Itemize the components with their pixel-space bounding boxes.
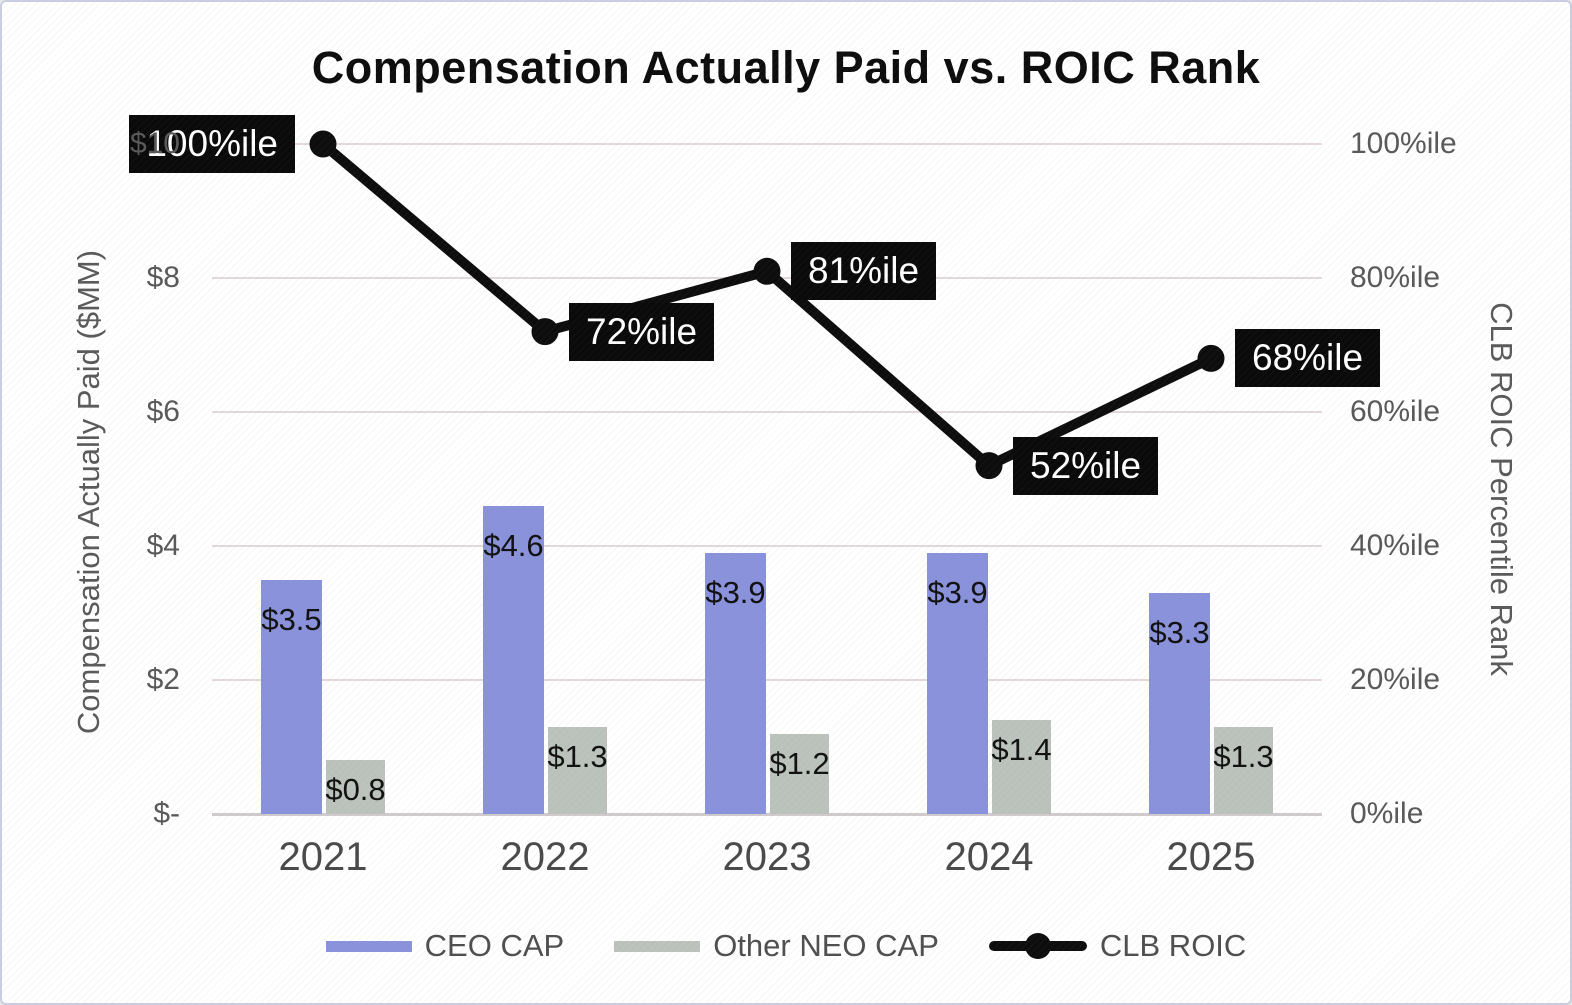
y-tick-label-left: $4: [146, 529, 180, 562]
legend-label: CLB ROIC: [1099, 928, 1247, 963]
bar-other-neo-cap: [770, 733, 829, 814]
x-category-label: 2023: [722, 835, 812, 879]
y-tick-label-left: $6: [146, 395, 180, 428]
roic-marker: [975, 452, 1003, 480]
y-tick-label-left: $2: [146, 663, 180, 696]
gridline: [212, 679, 1322, 681]
legend-label: Other NEO CAP: [713, 928, 939, 963]
y-tick-label-right: 20%ile: [1350, 663, 1441, 696]
x-category-label: 2025: [1166, 835, 1256, 879]
bar-ceo-cap: [483, 505, 544, 814]
x-category-label: 2021: [278, 835, 368, 879]
right-axis-title: CLB ROIC Percentile Rank: [1484, 302, 1519, 676]
roic-marker: [1197, 344, 1225, 372]
bar-value-label: $1.4: [991, 732, 1052, 768]
legend: CEO CAP Other NEO CAP CLB ROIC: [2, 920, 1570, 972]
y-tick-label-right: 80%ile: [1350, 261, 1441, 294]
bar-value-label: $3.3: [1149, 614, 1210, 650]
x-category-label: 2024: [944, 835, 1034, 879]
bar-other-neo-cap: [992, 720, 1051, 814]
gridline: [212, 143, 1322, 145]
bar-ceo-cap: [927, 552, 988, 814]
legend-swatch-other-neo-cap: [614, 940, 701, 952]
y-tick-label-left: $10: [129, 127, 180, 160]
roic-marker: [309, 130, 337, 158]
bar-value-label: $3.9: [705, 574, 766, 610]
bar-value-label: $1.3: [1213, 738, 1274, 774]
bar-ceo-cap: [261, 579, 322, 814]
bar-ceo-cap: [1149, 592, 1210, 814]
legend-marker-icon: [1024, 933, 1051, 959]
bar-value-label: $0.8: [325, 772, 386, 808]
y-tick-label-left: $8: [146, 261, 180, 294]
legend-swatch-clb-roic: [988, 932, 1087, 960]
bar-value-label: $3.9: [927, 574, 988, 610]
bar-value-label: $3.5: [261, 601, 322, 637]
chart-title: Compensation Actually Paid vs. ROIC Rank: [311, 42, 1261, 93]
legend-label: CEO CAP: [424, 928, 565, 963]
bar-value-label: $4.6: [483, 527, 544, 563]
left-axis-title: Compensation Actually Paid ($MM): [71, 249, 106, 735]
x-category-label: 2022: [500, 835, 590, 879]
roic-line: [318, 139, 1216, 471]
legend-item-other-neo-cap: Other NEO CAP: [614, 928, 939, 964]
gridline: [212, 411, 1322, 413]
y-tick-label-right: 100%ile: [1350, 127, 1457, 160]
legend-item-ceo-cap: CEO CAP: [325, 928, 565, 964]
roic-data-label: 72%ile: [569, 302, 715, 361]
bar-value-label: $1.2: [769, 745, 830, 781]
roic-marker: [531, 318, 559, 346]
roic-marker: [753, 257, 781, 285]
roic-data-label: 100%ile: [129, 115, 295, 173]
bar-value-label: $1.3: [547, 738, 608, 774]
bar-other-neo-cap: [1214, 726, 1273, 814]
y-tick-label-left: $-: [153, 797, 180, 830]
roic-data-label: 81%ile: [791, 242, 937, 301]
roic-data-label: 68%ile: [1235, 329, 1381, 388]
gridline: [212, 545, 1322, 547]
y-tick-label-right: 0%ile: [1350, 797, 1424, 830]
x-axis-line: [212, 813, 1322, 816]
y-tick-label-right: 40%ile: [1350, 529, 1441, 562]
legend-swatch-ceo-cap: [325, 940, 412, 952]
roic-data-label: 52%ile: [1013, 436, 1159, 495]
legend-item-clb-roic: CLB ROIC: [988, 928, 1247, 964]
bar-ceo-cap: [705, 552, 766, 814]
y-tick-label-right: 60%ile: [1350, 395, 1441, 428]
bar-other-neo-cap: [548, 726, 607, 814]
bar-other-neo-cap: [326, 760, 385, 814]
